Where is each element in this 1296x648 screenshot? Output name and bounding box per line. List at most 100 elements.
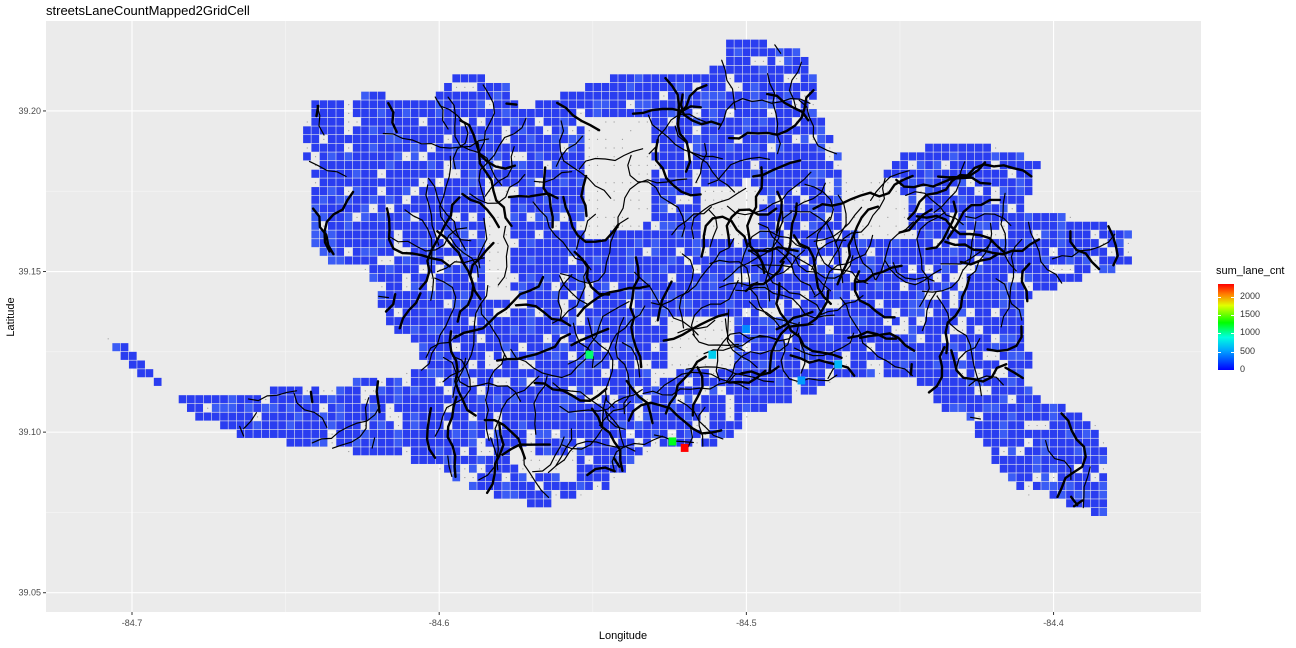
grid-cell [1016, 386, 1025, 395]
empty-cell-dot [1003, 225, 1005, 227]
grid-cell [701, 100, 709, 109]
grid-cell [983, 438, 991, 447]
grid-cell [585, 109, 593, 118]
grid-cell [726, 273, 734, 282]
grid-cell [767, 256, 776, 265]
empty-cell-dot [655, 442, 657, 444]
grid-cell [867, 334, 875, 343]
empty-cell-dot [381, 190, 383, 192]
grid-cell [734, 412, 743, 421]
empty-cell-dot [497, 381, 499, 383]
grid-cell [800, 369, 809, 378]
grid-cell [609, 317, 618, 326]
grid-cell [568, 421, 577, 430]
grid-cell [950, 265, 958, 274]
grid-cell [460, 204, 469, 213]
grid-cell [775, 126, 784, 135]
empty-cell-dot [613, 225, 615, 227]
empty-cell-dot [1053, 476, 1055, 479]
grid-cell [593, 473, 602, 482]
grid-cell [1032, 213, 1041, 222]
grid-cell [377, 195, 386, 204]
grid-cell [916, 178, 925, 187]
grid-cell [543, 490, 552, 499]
street-line [316, 105, 325, 136]
grid-cell [510, 230, 519, 239]
empty-cell-dot [820, 242, 823, 245]
empty-cell-dot [1094, 260, 1096, 262]
grid-cell [659, 161, 668, 170]
grid-cell [502, 178, 510, 187]
grid-cell [734, 308, 743, 317]
empty-cell-dot [588, 199, 590, 201]
grid-cell [916, 161, 925, 170]
grid-cell [634, 239, 643, 248]
empty-cell-dot [455, 86, 458, 88]
grid-cell [1024, 247, 1033, 256]
legend-colorbar [1218, 284, 1234, 370]
grid-cell [485, 455, 494, 464]
grid-cell [543, 213, 552, 222]
grid-cell [1074, 265, 1083, 274]
grid-cell [435, 221, 444, 230]
grid-cell [452, 412, 461, 421]
grid-cell [518, 247, 527, 256]
grid-cell [651, 395, 660, 404]
grid-cell [336, 152, 344, 161]
grid-cell [444, 438, 452, 447]
grid-cell [974, 299, 983, 308]
grid-cell [833, 221, 842, 230]
grid-cell [286, 438, 295, 447]
grid-cell [327, 100, 336, 109]
grid-cell [518, 187, 527, 196]
legend-tick [1218, 370, 1221, 371]
grid-cell [999, 412, 1008, 421]
grid-cell [759, 256, 767, 265]
empty-cell-dot [704, 338, 706, 340]
street-line [593, 305, 646, 368]
empty-cell-dot [497, 416, 499, 418]
grid-cell [742, 386, 751, 395]
grid-cell [991, 247, 1000, 256]
street-line [452, 357, 467, 398]
hotspot-cell [797, 376, 806, 385]
grid-cell [336, 213, 344, 222]
grid-cell [742, 161, 751, 170]
grid-cell [759, 126, 767, 135]
grid-cell [991, 317, 1000, 326]
street-line [1069, 230, 1101, 271]
grid-cell [941, 152, 950, 161]
grid-cell [551, 178, 560, 187]
grid-cell [858, 369, 867, 378]
grid-cell [601, 360, 610, 369]
grid-cell [543, 473, 552, 482]
grid-cell [991, 403, 1000, 412]
grid-cell [1024, 386, 1033, 395]
grid-cell [427, 195, 436, 204]
street-line [724, 318, 746, 352]
grid-cell [419, 239, 427, 248]
grid-cell [734, 100, 743, 109]
grid-cell [518, 117, 527, 126]
empty-cell-dot [596, 390, 599, 392]
grid-cell [336, 187, 344, 196]
grid-cell [493, 334, 502, 343]
grid-cell [402, 100, 411, 109]
street-line [892, 262, 935, 282]
grid-cell [784, 343, 792, 352]
grid-cell [1008, 455, 1016, 464]
street-line [627, 154, 686, 238]
grid-cell [1024, 473, 1033, 482]
empty-cell-dot [530, 433, 532, 435]
grid-cell [767, 117, 776, 126]
grid-cell [809, 195, 817, 204]
grid-cell [1066, 438, 1074, 447]
grid-cell [336, 438, 344, 447]
grid-cell [709, 308, 718, 317]
grid-cell [568, 187, 577, 196]
empty-cell-dot [530, 381, 532, 383]
grid-cell [502, 481, 510, 490]
legend-tick [1231, 370, 1234, 371]
grid-cell [800, 230, 809, 239]
grid-cell [734, 325, 743, 334]
